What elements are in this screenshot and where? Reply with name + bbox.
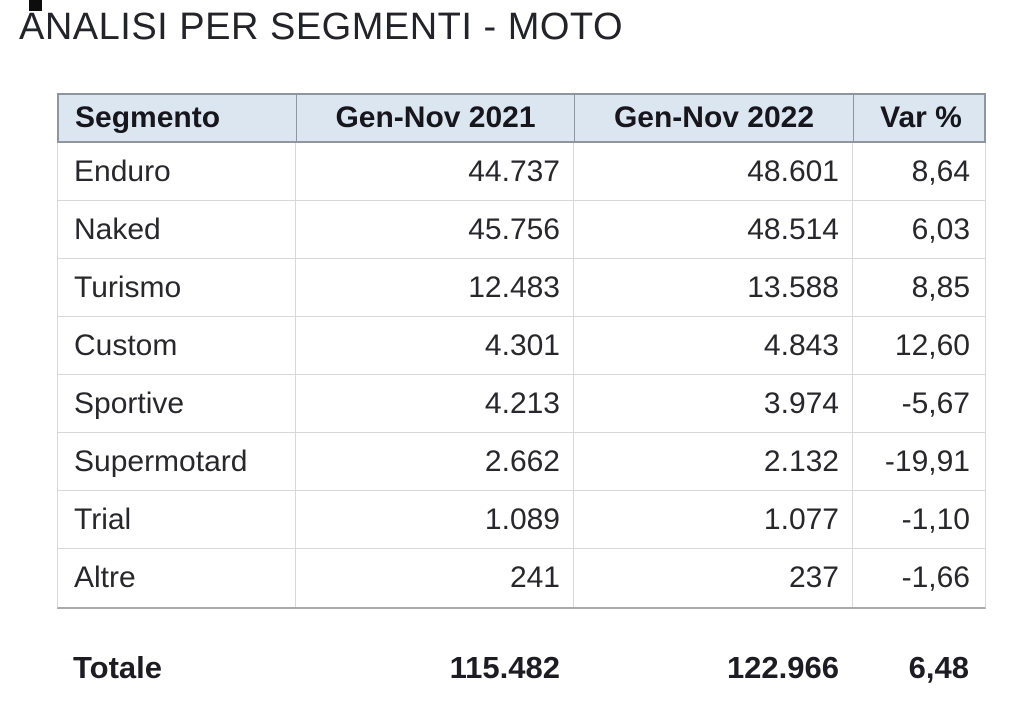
segment-table: Segmento Gen-Nov 2021 Gen-Nov 2022 Var %… bbox=[57, 93, 986, 609]
value-var-pct: 8,64 bbox=[911, 154, 970, 188]
value-2022: 13.588 bbox=[574, 259, 853, 316]
segment-label: Naked bbox=[58, 201, 296, 258]
value-var-pct: -19,91 bbox=[884, 444, 970, 478]
value-2022: 1.077 bbox=[574, 491, 853, 548]
value-2022: 3.974 bbox=[574, 375, 853, 432]
value-var-pct: -5,67 bbox=[901, 386, 970, 420]
total-var-pct: 6,48 bbox=[908, 650, 969, 685]
value-2021: 4.301 bbox=[296, 317, 574, 374]
table-row-supermotard: Supermotard 2.662 2.132 -19,91 bbox=[58, 433, 985, 491]
segment-label: Custom bbox=[58, 317, 296, 374]
segment-label: Altre bbox=[58, 549, 296, 607]
value-var-pct: 12,60 bbox=[894, 328, 970, 362]
value-var-pct: -1,10 bbox=[901, 502, 970, 536]
value-var-pct: -1,66 bbox=[901, 561, 970, 594]
segment-label: Turismo bbox=[58, 259, 296, 316]
value-2021: 2.662 bbox=[296, 433, 574, 490]
table-row-custom: Custom 4.301 4.843 12,60 bbox=[58, 317, 985, 375]
value-2022: 2.132 bbox=[574, 433, 853, 490]
table-header-row: Segmento Gen-Nov 2021 Gen-Nov 2022 Var % bbox=[57, 93, 986, 143]
value-var-pct: 8,85 bbox=[911, 270, 970, 304]
table-row-enduro: Enduro 44.737 48.601 8,64 bbox=[58, 143, 985, 201]
value-2021: 4.213 bbox=[296, 375, 574, 432]
segment-label: Enduro bbox=[58, 143, 296, 200]
column-header-var-pct: Var % bbox=[880, 101, 962, 134]
total-label: Totale bbox=[73, 650, 162, 685]
table-total-row: Totale 115.482 122.966 6,48 bbox=[57, 639, 986, 697]
value-2022: 48.601 bbox=[574, 143, 853, 200]
value-2021: 1.089 bbox=[296, 491, 574, 548]
column-header-gen-nov-2022: Gen-Nov 2022 bbox=[575, 95, 854, 141]
total-2021: 115.482 bbox=[449, 650, 560, 685]
column-header-gen-nov-2021: Gen-Nov 2021 bbox=[297, 95, 575, 141]
column-header-segmento: Segmento bbox=[59, 95, 297, 141]
table-body: Enduro 44.737 48.601 8,64 Naked 45.756 4… bbox=[57, 143, 986, 609]
table-row-trial: Trial 1.089 1.077 -1,10 bbox=[58, 491, 985, 549]
page-corner-mark bbox=[29, 0, 42, 11]
value-2021: 241 bbox=[296, 549, 574, 607]
value-2022: 4.843 bbox=[574, 317, 853, 374]
table-row-altre: Altre 241 237 -1,66 bbox=[58, 549, 985, 607]
table-row-naked: Naked 45.756 48.514 6,03 bbox=[58, 201, 985, 259]
value-2021: 44.737 bbox=[296, 143, 574, 200]
segment-label: Sportive bbox=[58, 375, 296, 432]
segment-label: Supermotard bbox=[58, 433, 296, 490]
segment-label: Trial bbox=[58, 491, 296, 548]
table-row-sportive: Sportive 4.213 3.974 -5,67 bbox=[58, 375, 985, 433]
value-var-pct: 6,03 bbox=[911, 212, 970, 246]
page-title: ANALISI PER SEGMENTI - MOTO bbox=[19, 6, 624, 48]
value-2022: 237 bbox=[574, 549, 853, 607]
value-2021: 12.483 bbox=[296, 259, 574, 316]
value-2021: 45.756 bbox=[296, 201, 574, 258]
value-2022: 48.514 bbox=[574, 201, 853, 258]
table-row-turismo: Turismo 12.483 13.588 8,85 bbox=[58, 259, 985, 317]
total-2022: 122.966 bbox=[726, 650, 839, 685]
